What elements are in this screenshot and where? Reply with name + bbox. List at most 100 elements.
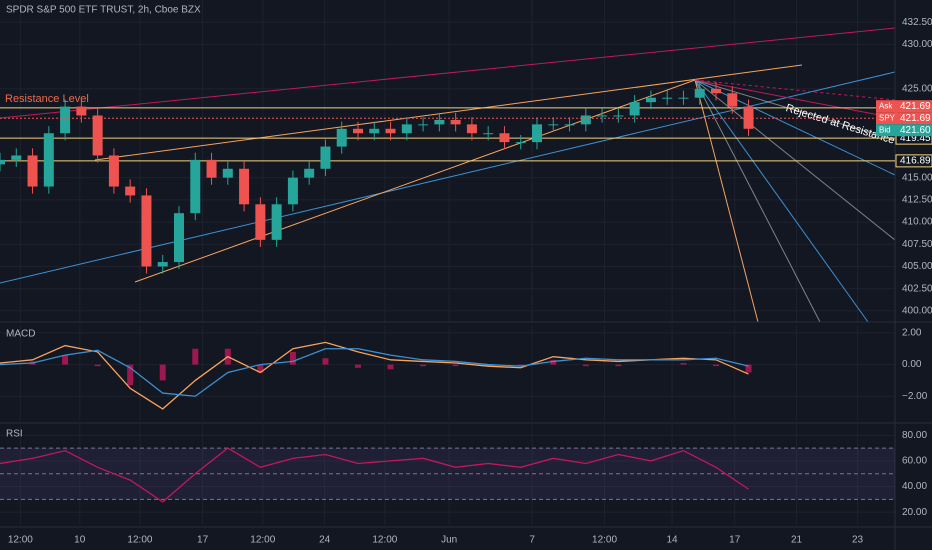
x-tick-label: 12:00	[127, 535, 152, 546]
quote-name: SPY	[879, 113, 896, 122]
x-tick-label: 21	[791, 535, 803, 546]
candle-body	[43, 133, 54, 187]
quote-name: Ask	[879, 101, 893, 110]
x-tick-label: 12:00	[592, 535, 617, 546]
histogram-bar	[420, 364, 427, 367]
candle-body	[743, 106, 754, 129]
y-tick-label: 0.00	[902, 359, 922, 370]
candle-body	[662, 97, 673, 99]
trendline	[0, 27, 896, 119]
candle-body	[629, 102, 640, 116]
level-tag	[895, 154, 932, 168]
candle-body	[320, 146, 331, 169]
level-label: 419.45	[900, 133, 931, 144]
histogram-bar	[550, 359, 557, 365]
pane-title: RSI	[6, 429, 23, 440]
candle-body	[450, 119, 461, 125]
candle-body	[287, 177, 298, 205]
series-line	[0, 348, 749, 397]
candle-body	[336, 128, 347, 147]
fan-line	[694, 79, 896, 141]
quote-tag	[876, 124, 932, 137]
candle-body	[564, 124, 575, 126]
histogram-bar	[127, 364, 134, 386]
candle-body	[11, 155, 22, 160]
y-tick-label: 60.00	[902, 456, 927, 467]
quote-label: 421.60	[900, 125, 931, 136]
histogram-bar	[94, 364, 101, 367]
histogram-bar	[713, 364, 719, 367]
y-tick-label: 410.00	[902, 217, 932, 228]
y-tick-label: 415.00	[902, 172, 932, 183]
histogram-bar	[452, 364, 459, 367]
histogram-bar	[289, 351, 296, 365]
y-tick-label: 430.00	[902, 39, 932, 50]
quote-tag	[876, 112, 932, 125]
series-line	[0, 341, 749, 410]
x-tick-label: 7	[529, 535, 535, 546]
y-tick-label: 432.50	[902, 17, 932, 28]
candle-body	[239, 168, 250, 205]
candle-body	[515, 142, 526, 144]
candle-body	[499, 133, 510, 143]
candle-body	[0, 159, 5, 165]
x-tick-label: Jun	[441, 535, 457, 546]
histogram-bar	[517, 364, 524, 367]
fan-line	[694, 79, 869, 323]
x-tick-label: 14	[667, 535, 679, 546]
y-tick-label: −2.00	[902, 391, 928, 402]
y-tick-label: 40.00	[902, 481, 927, 492]
candle-body	[645, 97, 656, 103]
histogram-bar	[745, 364, 752, 373]
candle-body	[678, 97, 689, 99]
candle-body	[418, 124, 429, 126]
x-tick-label: 12:00	[250, 535, 275, 546]
candle-body	[548, 124, 559, 126]
x-tick-label: 17	[197, 535, 209, 546]
pane-title: MACD	[6, 329, 35, 340]
y-tick-label: 405.00	[902, 261, 932, 272]
candle-body	[222, 168, 233, 178]
fan-line	[694, 79, 896, 241]
fan-line	[694, 79, 759, 323]
histogram-bar	[159, 364, 166, 381]
histogram-bar	[485, 364, 492, 367]
histogram-bar	[615, 364, 622, 367]
y-tick-label: 407.50	[902, 239, 932, 250]
candle-body	[92, 115, 103, 156]
candle-body	[385, 128, 396, 134]
candle-body	[466, 124, 477, 134]
y-tick-label: 402.50	[902, 283, 932, 294]
candle-body	[483, 133, 494, 135]
candle-body	[174, 213, 184, 263]
x-tick-label: 23	[852, 535, 864, 546]
annotation: Resistance Level	[5, 93, 89, 105]
histogram-bar	[192, 348, 199, 365]
candle-body	[190, 159, 201, 214]
candle-body	[434, 119, 445, 125]
chart-title: SPDR S&P 500 ETF TRUST, 2h, Cboe BZX	[6, 5, 201, 16]
histogram-bar	[257, 364, 264, 373]
candle-body	[694, 88, 705, 98]
x-tick-label: 10	[74, 535, 86, 546]
quote-name: Bid	[879, 125, 891, 134]
histogram-bar	[680, 363, 687, 365]
candle-body	[76, 106, 87, 116]
quote-label: 421.69	[900, 101, 931, 112]
candle-body	[255, 204, 266, 240]
fan-line	[694, 79, 821, 323]
y-tick-label: 412.50	[902, 195, 932, 206]
candle-body	[580, 115, 591, 125]
quote-tag	[876, 100, 932, 113]
y-tick-label: 425.00	[902, 83, 932, 94]
fan-line	[694, 79, 896, 119]
candle-body	[711, 88, 721, 94]
candle-body	[613, 115, 624, 117]
quote-label: 421.69	[900, 113, 931, 124]
candle-body	[125, 186, 136, 196]
candle-body	[304, 168, 315, 178]
level-label: 416.89	[900, 156, 931, 167]
trendline	[94, 64, 803, 161]
candle-body	[206, 159, 217, 178]
y-tick-label: 400.00	[902, 306, 932, 317]
